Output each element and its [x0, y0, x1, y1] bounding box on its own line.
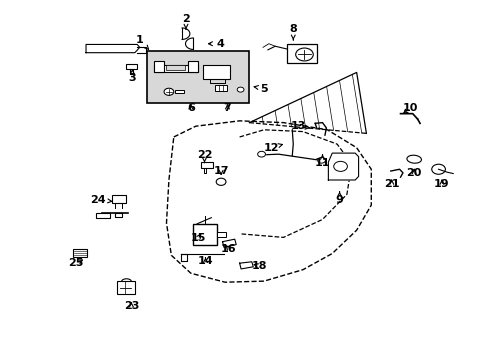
Text: 1: 1: [136, 35, 148, 49]
Text: 16: 16: [221, 244, 236, 254]
Text: 4: 4: [208, 39, 224, 49]
Text: 9: 9: [335, 192, 343, 205]
Text: 17: 17: [213, 166, 228, 176]
Text: 10: 10: [402, 103, 417, 113]
Circle shape: [317, 157, 325, 163]
Polygon shape: [182, 28, 189, 40]
Bar: [188, 61, 198, 72]
Bar: [112, 195, 125, 203]
Circle shape: [237, 87, 244, 92]
Text: 19: 19: [433, 179, 449, 189]
Ellipse shape: [406, 155, 421, 163]
Text: 12: 12: [263, 143, 282, 153]
Bar: [154, 64, 198, 72]
Text: 21: 21: [383, 179, 399, 189]
Text: 2: 2: [182, 14, 189, 29]
Text: 7: 7: [223, 103, 231, 113]
Polygon shape: [222, 239, 236, 247]
Bar: [73, 249, 87, 257]
Bar: [215, 85, 227, 91]
Bar: [126, 64, 137, 69]
Polygon shape: [86, 44, 140, 53]
Text: 23: 23: [123, 301, 139, 311]
Text: 8: 8: [289, 24, 297, 40]
Text: 14: 14: [197, 256, 213, 266]
FancyBboxPatch shape: [147, 51, 249, 103]
Text: 18: 18: [251, 261, 266, 271]
Polygon shape: [328, 153, 358, 180]
Polygon shape: [185, 38, 193, 49]
Text: 5: 5: [254, 84, 267, 94]
Circle shape: [163, 88, 173, 95]
Text: 22: 22: [196, 150, 212, 163]
Bar: [216, 232, 226, 237]
Text: 13: 13: [290, 121, 308, 131]
Bar: [174, 90, 183, 93]
Bar: [117, 282, 135, 294]
Bar: [96, 213, 110, 218]
Text: 24: 24: [90, 195, 112, 205]
Bar: [287, 44, 316, 63]
Bar: [200, 162, 212, 168]
Text: 6: 6: [186, 103, 194, 113]
Bar: [165, 64, 184, 70]
Text: 3: 3: [128, 70, 136, 83]
Bar: [193, 224, 216, 244]
Bar: [203, 65, 229, 79]
Text: 15: 15: [190, 233, 205, 243]
Circle shape: [216, 178, 225, 185]
Circle shape: [257, 151, 265, 157]
Polygon shape: [239, 262, 253, 269]
Text: 25: 25: [68, 258, 84, 268]
Text: 20: 20: [406, 168, 421, 178]
Bar: [154, 61, 163, 72]
Circle shape: [295, 48, 313, 61]
Circle shape: [333, 161, 346, 171]
Circle shape: [431, 164, 445, 174]
Text: 11: 11: [314, 155, 329, 168]
